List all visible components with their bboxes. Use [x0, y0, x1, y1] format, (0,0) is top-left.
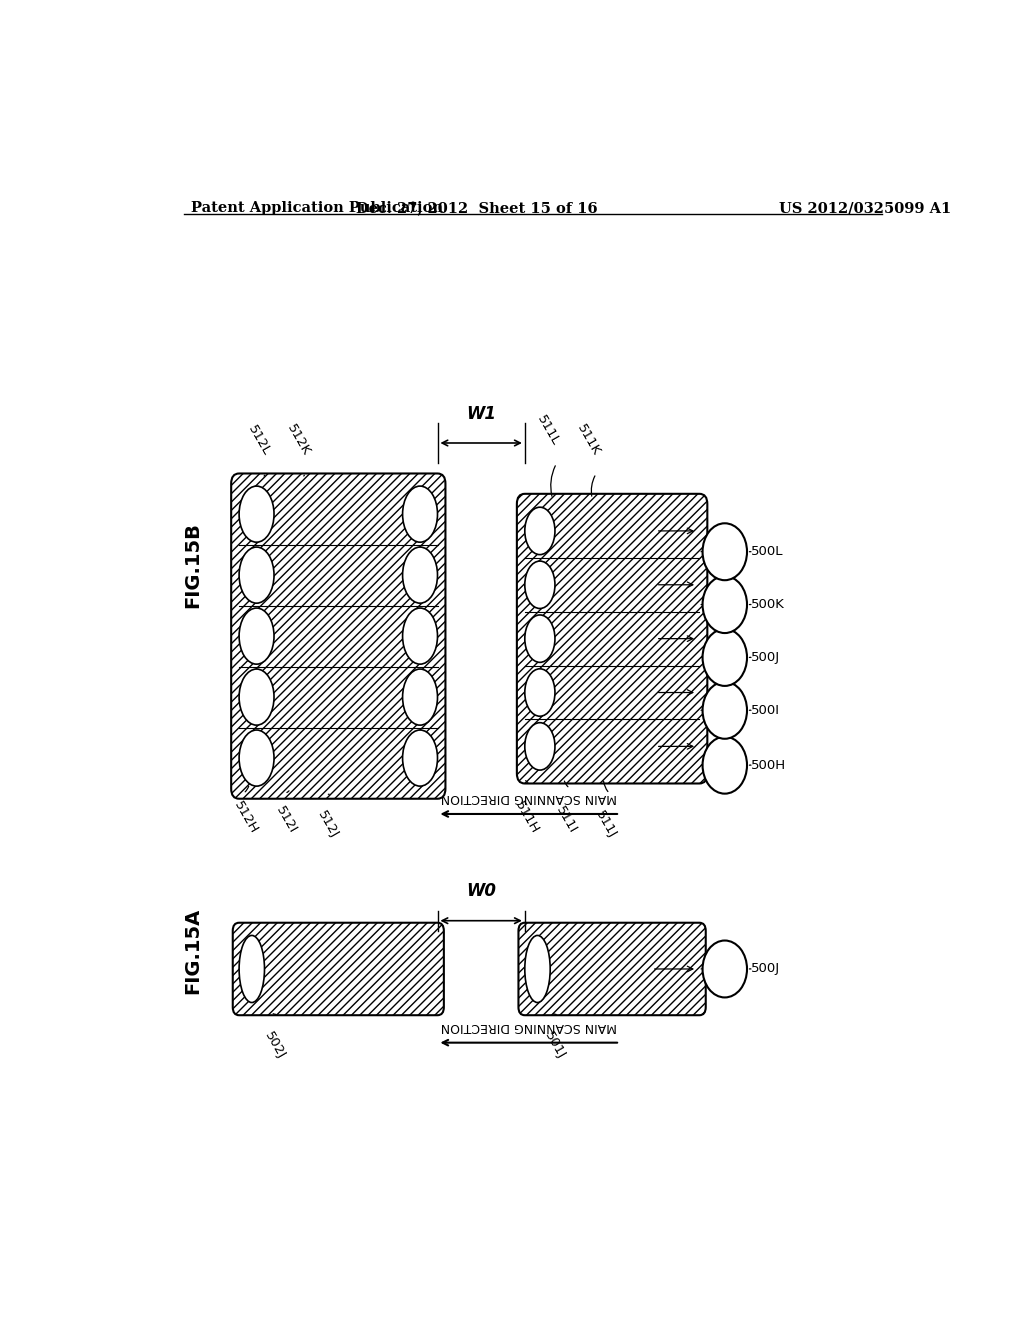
Text: 512H: 512H	[231, 799, 260, 836]
Ellipse shape	[240, 936, 264, 1002]
Ellipse shape	[239, 546, 274, 603]
Text: 500K: 500K	[751, 598, 784, 611]
Ellipse shape	[402, 669, 437, 725]
Ellipse shape	[525, 561, 555, 609]
Ellipse shape	[402, 609, 437, 664]
Text: 500I: 500I	[751, 704, 780, 717]
Text: 501J: 501J	[542, 1030, 568, 1061]
Circle shape	[702, 576, 748, 634]
Circle shape	[702, 941, 748, 998]
Text: 512J: 512J	[315, 809, 341, 841]
Text: W0: W0	[466, 882, 497, 900]
Text: 511J: 511J	[593, 809, 618, 841]
Text: Dec. 27, 2012  Sheet 15 of 16: Dec. 27, 2012 Sheet 15 of 16	[356, 201, 598, 215]
Text: 511L: 511L	[535, 413, 562, 447]
Ellipse shape	[239, 609, 274, 664]
Text: W1: W1	[466, 405, 497, 422]
Ellipse shape	[525, 615, 555, 663]
Text: MAIN SCANNING DIRECTION: MAIN SCANNING DIRECTION	[440, 791, 616, 804]
Text: 500J: 500J	[751, 962, 780, 975]
Text: FIG.15A: FIG.15A	[183, 908, 203, 994]
FancyBboxPatch shape	[518, 923, 706, 1015]
Text: MAIN SCANNING DIRECTION: MAIN SCANNING DIRECTION	[440, 1019, 616, 1032]
Ellipse shape	[525, 669, 555, 717]
Ellipse shape	[402, 730, 437, 787]
Circle shape	[702, 630, 748, 686]
Text: FIG.15B: FIG.15B	[183, 521, 203, 609]
Ellipse shape	[239, 669, 274, 725]
FancyBboxPatch shape	[231, 474, 445, 799]
Ellipse shape	[239, 730, 274, 787]
Text: 500L: 500L	[751, 545, 783, 558]
Ellipse shape	[402, 486, 437, 543]
Text: US 2012/0325099 A1: US 2012/0325099 A1	[778, 201, 951, 215]
FancyBboxPatch shape	[232, 923, 443, 1015]
Ellipse shape	[525, 507, 555, 554]
Ellipse shape	[525, 722, 555, 770]
Text: 500H: 500H	[751, 759, 786, 772]
Text: 512I: 512I	[273, 804, 300, 836]
FancyBboxPatch shape	[517, 494, 708, 784]
Text: 502J: 502J	[262, 1030, 288, 1061]
Circle shape	[702, 737, 748, 793]
Ellipse shape	[525, 936, 550, 1002]
Text: Patent Application Publication: Patent Application Publication	[191, 201, 443, 215]
Circle shape	[702, 682, 748, 739]
Circle shape	[702, 523, 748, 581]
Ellipse shape	[239, 486, 274, 543]
Ellipse shape	[402, 546, 437, 603]
Text: 511I: 511I	[553, 804, 579, 836]
Text: 511H: 511H	[512, 799, 541, 836]
Text: 512L: 512L	[245, 424, 272, 458]
Text: 500J: 500J	[751, 651, 780, 664]
Text: 511K: 511K	[574, 422, 602, 458]
Text: 512K: 512K	[285, 422, 312, 458]
